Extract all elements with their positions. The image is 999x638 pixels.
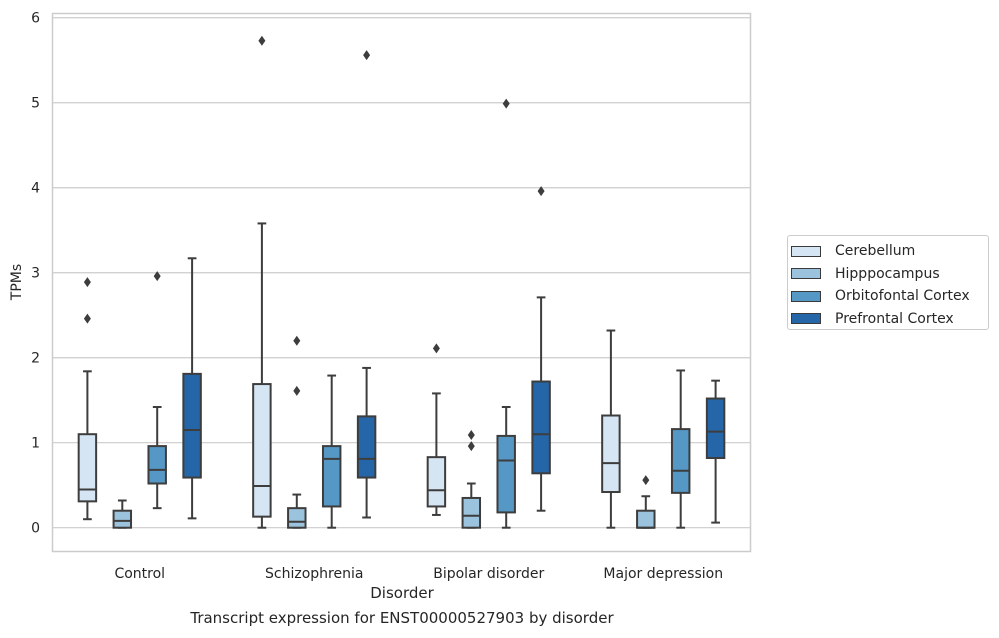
x-axis-ticks: Control Schizophrenia Bipolar disorder Majo…	[114, 566, 723, 582]
x-axis-label: Disorder	[370, 584, 434, 602]
y-tick-label-0: 0	[31, 521, 40, 537]
y-axis-ticks: 0 1 2 3 4 5 6	[31, 11, 40, 537]
outlier-series-0-cat-2-0	[432, 343, 440, 354]
y-axis-label: TPMs	[9, 264, 25, 301]
box-rect-series-3-cat-3	[705, 397, 726, 460]
legend-item-hippocampus: Hipppocampus	[788, 263, 988, 286]
box-rect-series-1-cat-0	[112, 509, 133, 529]
legend-item-prefrontal-cortex: Prefrontal Cortex	[788, 308, 988, 331]
x-tick-label-1: Schizophrenia	[265, 566, 363, 582]
box-series-0-cat-2	[426, 343, 447, 516]
box-rect-series-0-cat-2	[426, 456, 447, 508]
box-series-3-cat-1	[356, 50, 377, 519]
box-rect-series-1-cat-1	[287, 507, 307, 529]
x-tick-label-0: Control	[114, 566, 165, 582]
boxes	[77, 35, 726, 529]
box-series-1-cat-3	[636, 475, 656, 529]
chart-caption: Transcript expression for ENST0000052790…	[190, 609, 614, 627]
outlier-series-0-cat-1-0	[258, 35, 266, 46]
box-rect-series-0-cat-0	[77, 433, 98, 503]
y-tick-label-3: 3	[31, 266, 40, 282]
outlier-series-1-cat-3-0	[642, 475, 650, 486]
box-series-2-cat-3	[670, 369, 691, 529]
x-tick-label-3: Major depression	[603, 566, 723, 582]
outlier-series-1-cat-1-0	[293, 385, 301, 396]
box-rect-series-2-cat-3	[670, 428, 691, 494]
outlier-series-2-cat-0-0	[153, 271, 161, 282]
outlier-series-0-cat-0-1	[83, 277, 91, 288]
outlier-series-0-cat-0-0	[83, 313, 91, 324]
outlier-series-1-cat-1-1	[293, 335, 301, 346]
box-series-2-cat-2	[496, 98, 516, 529]
outlier-series-1-cat-2-1	[467, 430, 475, 441]
legend-label-hippocampus: Hipppocampus	[835, 265, 940, 282]
box-rect-series-3-cat-1	[356, 415, 377, 479]
box-series-1-cat-2	[461, 430, 482, 529]
legend-item-cerebellum: Cerebellum	[788, 240, 988, 263]
outlier-series-3-cat-2-0	[537, 186, 545, 197]
box-rect-series-1-cat-2	[461, 496, 482, 529]
legend-item-orbitofrontal-cortex: Orbitofontal Cortex	[788, 285, 988, 308]
box-rect-series-3-cat-0	[182, 372, 202, 479]
box-rect-series-1-cat-3	[636, 509, 656, 529]
outlier-series-1-cat-2-0	[467, 441, 475, 452]
box-series-0-cat-3	[601, 329, 621, 529]
box-series-0-cat-1	[252, 35, 272, 529]
box-series-3-cat-2	[531, 186, 551, 512]
y-tick-label-5: 5	[31, 96, 40, 112]
box-rect-series-2-cat-1	[321, 445, 342, 508]
y-tick-label-2: 2	[31, 351, 40, 367]
x-tick-label-2: Bipolar disorder	[433, 566, 544, 582]
box-series-0-cat-0	[77, 277, 98, 521]
box-series-1-cat-0	[112, 499, 133, 529]
legend-swatch-orbitofrontal-cortex	[791, 290, 821, 302]
box-series-3-cat-0	[182, 257, 202, 520]
box-series-2-cat-0	[147, 271, 167, 510]
box-rect-series-0-cat-3	[601, 414, 621, 494]
box-series-1-cat-1	[287, 335, 307, 529]
box-rect-series-0-cat-1	[252, 383, 272, 518]
y-tick-label-1: 1	[31, 436, 40, 452]
legend-swatch-cerebellum	[791, 245, 821, 257]
legend: Cerebellum Hipppocampus Orbitofontal Cor…	[787, 235, 989, 330]
legend-swatch-prefrontal-cortex	[791, 313, 821, 325]
gridlines	[52, 17, 751, 529]
outlier-series-2-cat-2-0	[502, 98, 510, 109]
box-rect-series-2-cat-0	[147, 445, 167, 485]
y-tick-label-4: 4	[31, 181, 40, 197]
outlier-series-3-cat-1-0	[363, 50, 371, 61]
legend-label-prefrontal-cortex: Prefrontal Cortex	[835, 310, 954, 327]
legend-label-cerebellum: Cerebellum	[835, 243, 916, 260]
legend-label-orbitofrontal-cortex: Orbitofontal Cortex	[835, 288, 970, 305]
box-series-3-cat-3	[705, 379, 726, 524]
box-rect-series-2-cat-2	[496, 434, 516, 514]
box-series-2-cat-1	[321, 374, 342, 529]
legend-swatch-hippocampus	[791, 268, 821, 280]
box-rect-series-3-cat-2	[531, 380, 551, 475]
y-tick-label-6: 6	[31, 11, 40, 27]
